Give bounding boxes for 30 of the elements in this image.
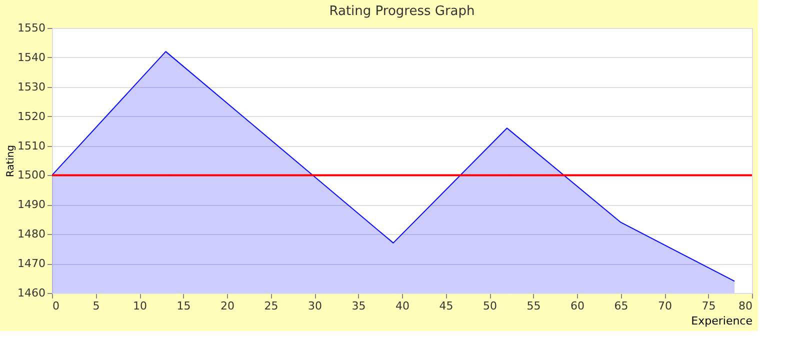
y-tick-label: 1550 [18,22,46,34]
y-tick-label: 1470 [18,257,46,270]
y-tick-label: 1540 [18,50,46,64]
x-tick-label: 65 [614,300,628,312]
x-tick-label: 80 [738,300,752,312]
x-tick-label: 5 [92,300,100,312]
chart-title: Rating Progress Graph [329,4,475,19]
y-tick-label: 1520 [18,110,46,123]
y-tick-label: 1510 [18,139,46,152]
x-tick-label: 0 [52,300,60,312]
x-tick-label: 20 [220,300,234,312]
y-tick-label: 1490 [18,198,46,212]
x-tick-label: 30 [308,300,322,312]
y-tick-label: 1480 [18,228,46,241]
y-tick-label: 1530 [18,80,46,94]
x-tick-label: 15 [176,300,191,312]
y-tick-label: 1500 [18,168,46,182]
x-tick-label: 50 [483,300,497,312]
x-tick-label: 55 [526,300,541,312]
y-tick-label: 1460 [18,286,46,300]
x-tick-label: 35 [352,300,366,312]
x-tick-label: 60 [570,300,584,312]
x-tick-label: 70 [658,300,672,312]
y-axis-title: Rating [6,144,17,178]
x-tick-label: 10 [133,300,147,312]
x-tick-label: 40 [396,300,410,312]
x-axis-title: Experience [691,314,753,328]
x-tick-label: 25 [264,300,278,312]
x-tick-label: 75 [702,300,716,312]
x-tick-label: 45 [439,300,454,312]
